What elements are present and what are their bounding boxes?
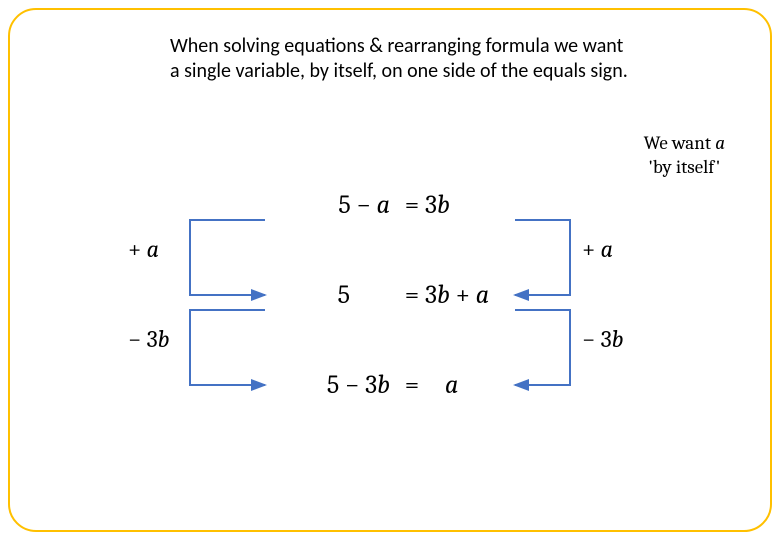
slide-frame: When solving equations & rearranging for… [8, 8, 772, 532]
arrows [10, 10, 770, 530]
